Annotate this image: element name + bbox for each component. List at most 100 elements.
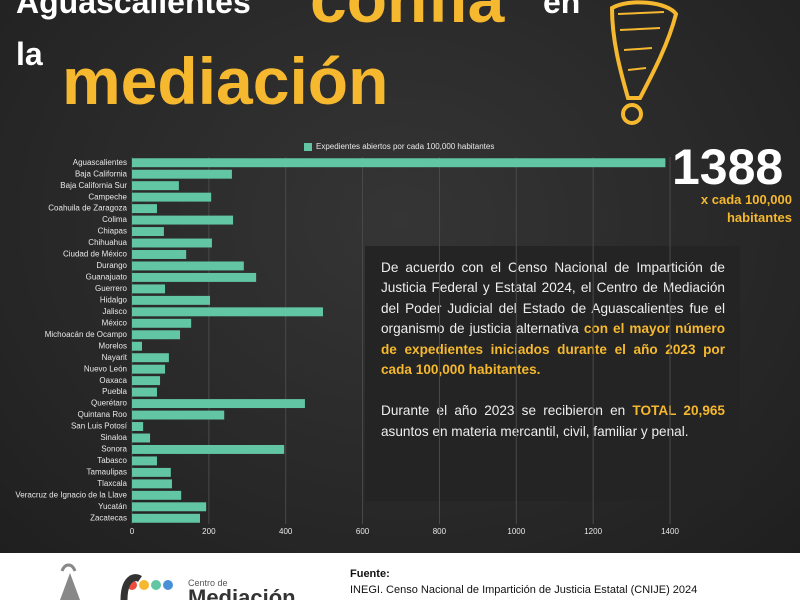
text: Durante el año 2023 se recibieron en — [381, 403, 633, 419]
bar — [132, 376, 161, 386]
bar — [132, 399, 305, 409]
y-tick-label: Baja California — [75, 169, 128, 178]
bar — [132, 353, 169, 363]
chart: 0 200 400 600 800 1000 1200 1400 Expedientes abi… — [15, 142, 679, 536]
bar — [132, 204, 157, 214]
bar — [132, 215, 234, 225]
source-label: Fuente: — [350, 568, 390, 580]
bar — [132, 227, 164, 237]
y-tick-label: Ciudad de México — [63, 250, 128, 259]
x-tick-label: 600 — [356, 527, 370, 536]
y-tick-label: Nuevo León — [84, 364, 127, 373]
callout-text: x cada 100,000 habitantes — [700, 192, 792, 225]
legend-label: Expedientes abiertos por cada 100,000 ha… — [316, 142, 494, 151]
y-tick-label: Colima — [102, 215, 127, 224]
bar — [132, 307, 323, 317]
y-tick-label: Baja California Sur — [60, 181, 127, 190]
bar — [132, 318, 192, 328]
bar — [132, 261, 244, 271]
y-tick-label: Morelos — [99, 341, 127, 350]
highlight: TOTAL 20,965 — [632, 403, 725, 419]
bar — [132, 238, 212, 248]
y-tick-label: Jalisco — [103, 307, 128, 316]
x-tick-label: 1000 — [507, 527, 525, 536]
y-tick-label: Hidalgo — [100, 295, 128, 304]
bar — [132, 181, 179, 191]
highlight: con el mayor número de expedientes inici… — [381, 321, 726, 377]
title-text: en — [543, 0, 581, 20]
logo-text: Mediación — [188, 585, 296, 600]
footer: Centro de Mediación Fuente: INEGI. Censo… — [0, 553, 800, 600]
x-tick-label: 0 — [130, 527, 135, 536]
y-tick-label: Guerrero — [95, 284, 128, 293]
y-tick-label: Veracruz de Ignacio de la Llave — [15, 490, 127, 499]
source-text: INEGI. Censo Nacional de Impartición de … — [350, 584, 698, 596]
text: asuntos en materia mercantil, civil, fam… — [381, 423, 689, 439]
y-tick-label: Tamaulipas — [87, 468, 127, 477]
bar — [132, 410, 225, 420]
y-tick-label: Puebla — [102, 387, 127, 396]
bar — [132, 295, 211, 305]
y-tick-label: Durango — [96, 261, 127, 270]
bar — [132, 433, 151, 443]
y-tick-label: Coahuila de Zaragoza — [48, 204, 127, 213]
logo-icons — [60, 563, 173, 600]
x-tick-label: 1400 — [661, 527, 679, 536]
x-tick-label: 200 — [202, 527, 216, 536]
bar — [132, 169, 232, 179]
y-tick-label: Tabasco — [97, 456, 127, 465]
y-tick-label: Quintana Roo — [78, 410, 128, 419]
bar — [132, 250, 187, 259]
chalkboard: Aguascalientes confía en la mediación 13… — [0, 0, 800, 553]
bar — [132, 387, 157, 397]
title-text: Aguascalientes — [16, 0, 251, 20]
bar — [132, 341, 142, 351]
bar — [132, 284, 166, 294]
bar — [132, 330, 181, 340]
text: De acuerdo con el Censo Nacional de Impa… — [381, 260, 725, 337]
x-tick-label: 1200 — [584, 527, 602, 536]
callout-number: 1388 — [672, 139, 784, 195]
y-tick-label: Michoacán de Ocampo — [45, 330, 128, 339]
bar — [132, 479, 172, 489]
y-tick-label: San Luis Potosí — [71, 422, 128, 431]
bar — [132, 158, 666, 168]
y-tick-label: Zacatecas — [90, 513, 127, 522]
y-tick-label: Sinaloa — [100, 433, 127, 442]
y-tick-label: Sonora — [101, 445, 127, 454]
bar — [132, 490, 182, 500]
paragraph: Durante el año 2023 se recibieron en TOT… — [381, 401, 725, 442]
y-tick-label: Yucatán — [98, 502, 127, 511]
bar — [132, 467, 171, 477]
bar — [132, 272, 257, 282]
y-tick-label: Oaxaca — [99, 376, 127, 385]
x-tick-label: 400 — [279, 527, 293, 536]
y-tick-label: Guanajuato — [86, 273, 128, 282]
bar — [132, 502, 207, 512]
y-tick-label: Chiapas — [98, 227, 127, 236]
bar — [132, 192, 212, 202]
y-tick-label: Tlaxcala — [97, 479, 127, 488]
legend-swatch — [304, 143, 312, 151]
title-highlight: mediación — [62, 44, 389, 118]
y-tick-label: México — [102, 318, 128, 327]
text: Fuente — [350, 568, 387, 580]
title-highlight: confía — [310, 0, 504, 32]
y-tick-label: Campeche — [88, 192, 127, 201]
exclamation-icon — [609, 0, 679, 125]
paragraph: De acuerdo con el Censo Nacional de Impa… — [381, 258, 725, 380]
y-tick-label: Chihuahua — [88, 238, 127, 247]
y-tick-label: Aguascalientes — [73, 158, 127, 167]
text-box: De acuerdo con el Censo Nacional de Impa… — [365, 246, 740, 501]
logo-text: Centro de — [188, 578, 228, 588]
bar — [132, 422, 144, 431]
x-tick-label: 800 — [433, 527, 447, 536]
bar — [132, 456, 157, 466]
y-tick-label: Querétaro — [91, 399, 128, 408]
bar — [132, 364, 166, 374]
bar — [132, 513, 201, 523]
bar — [132, 444, 285, 454]
title-text: la — [16, 36, 43, 72]
y-tick-label: Nayarit — [102, 353, 128, 362]
